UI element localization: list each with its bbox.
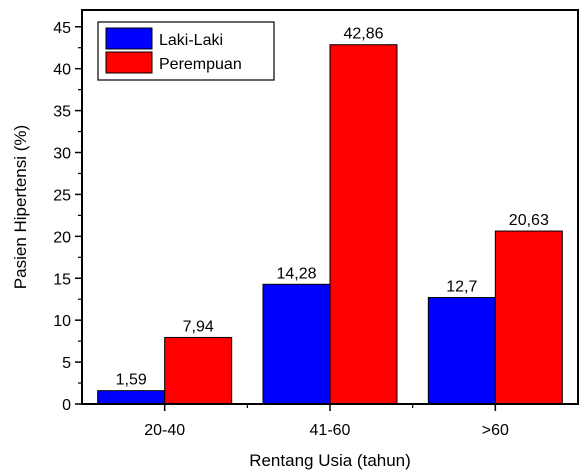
data-label: 14,28 [276,265,316,282]
y-tick-label: 5 [62,355,71,372]
x-tick-label: 41-60 [310,422,351,439]
y-tick-label: 25 [53,187,71,204]
bar-laki-laki-2 [427,297,496,405]
x-tick-label: >60 [482,422,509,439]
y-axis: 0 5 10 15 20 25 30 35 40 45 [53,20,82,414]
y-axis-title: Pasien Hipertensi (%) [11,125,30,289]
y-tick-label: 30 [53,146,71,163]
data-label: 12,7 [446,279,477,296]
data-labels-layer: 1,59 7,94 14,28 42,86 12,7 20,63 [116,26,549,389]
bar-perempuan-1 [329,44,398,405]
legend-swatch-laki-laki [105,27,153,50]
y-tick-label: 10 [53,313,71,330]
y-tick-label: 40 [53,62,71,79]
legend-label: Perempuan [159,56,242,73]
bars-layer [97,44,563,405]
bar-laki-laki-1 [262,283,331,405]
y-tick-label: 0 [62,397,71,414]
y-tick-label: 15 [53,271,71,288]
y-tick-label: 20 [53,229,71,246]
legend: Laki-Laki Perempuan [97,21,275,81]
bar-laki-laki-0 [97,390,166,405]
bar-perempuan-0 [164,336,233,405]
x-axis-title: Rentang Usia (tahun) [249,451,411,470]
x-axis: 20-40 41-60 >60 [144,404,509,439]
data-label: 42,86 [343,26,383,43]
bar-perempuan-2 [494,230,563,405]
y-tick-label: 35 [53,104,71,121]
legend-swatch-perempuan [105,51,153,74]
data-label: 1,59 [116,372,147,389]
x-tick-label: 20-40 [144,422,185,439]
data-label: 7,94 [183,318,214,335]
data-label: 20,63 [509,212,549,229]
y-tick-label: 45 [53,20,71,37]
legend-label: Laki-Laki [159,32,223,49]
